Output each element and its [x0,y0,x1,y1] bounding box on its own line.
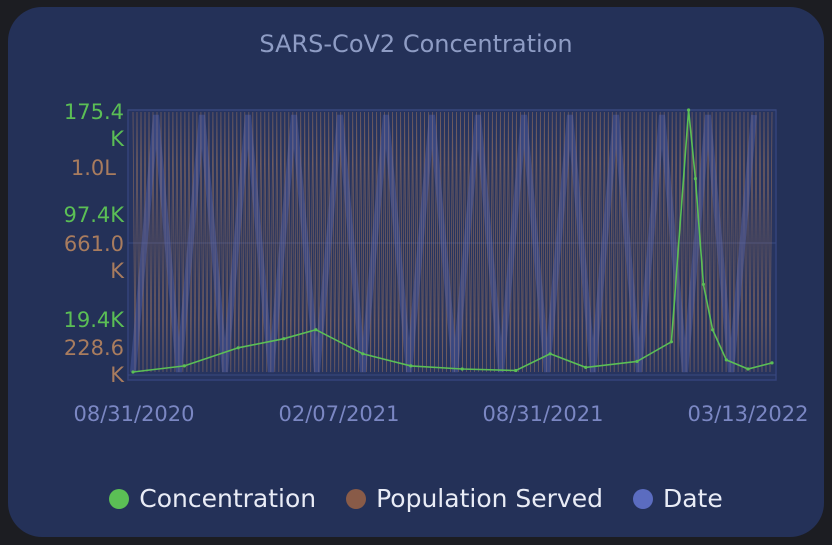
concentration-series [131,108,774,374]
x-tick-08-31-2020: 08/31/2020 [73,402,195,426]
concentration-point [460,367,464,371]
legend-label-concentration: Concentration [139,484,317,513]
legend-item-population-served[interactable]: Population Served [346,484,603,513]
concentration-point [131,370,135,374]
legend-label-population-served: Population Served [376,484,603,513]
legend-item-concentration[interactable]: Concentration [109,484,316,513]
y-right-tick-661k: 661.0 K [63,232,124,283]
concentration-point [314,328,318,332]
concentration-point [770,361,774,365]
concentration-point [669,340,674,344]
concentration-point [687,108,691,112]
y-right-tick-1l: 1.0L [70,156,116,180]
concentration-point [711,328,715,332]
chart-legend: Concentration Population Served Date [0,484,832,513]
x-tick-08-31-2021: 08/31/2021 [482,402,604,426]
legend-label-date: Date [662,484,723,513]
population-served-line [132,111,773,373]
population-served-series [132,111,773,373]
concentration-point [693,177,698,181]
concentration-point [746,367,750,371]
y-right-tick-228k: 228.6 K [63,336,124,387]
concentration-point [701,282,706,286]
legend-swatch-concentration [109,488,130,509]
chart-title: SARS-CoV2 Concentration [259,30,573,58]
concentration-point [282,337,286,341]
y-tick-19k: 19.4K [63,308,124,332]
concentration-point [236,346,240,350]
legend-swatch-date [632,488,653,509]
concentration-point [548,352,552,356]
concentration-point [514,368,518,373]
x-tick-03-13-2022: 03/13/2022 [687,402,809,426]
date-line [130,114,757,373]
y-tick-175k: 175.4 K [63,100,124,151]
concentration-line [132,109,773,373]
concentration-point [361,352,365,356]
legend-item-date[interactable]: Date [632,484,723,513]
concentration-point [409,364,413,368]
concentration-point [724,358,728,362]
concentration-point [182,364,186,368]
y-tick-97k: 97.4K [63,203,124,227]
concentration-point [584,365,588,369]
legend-swatch-population-served [346,488,367,509]
date-series [130,114,757,373]
concentration-point [635,359,639,363]
x-tick-02-07-2021: 02/07/2021 [278,402,400,426]
